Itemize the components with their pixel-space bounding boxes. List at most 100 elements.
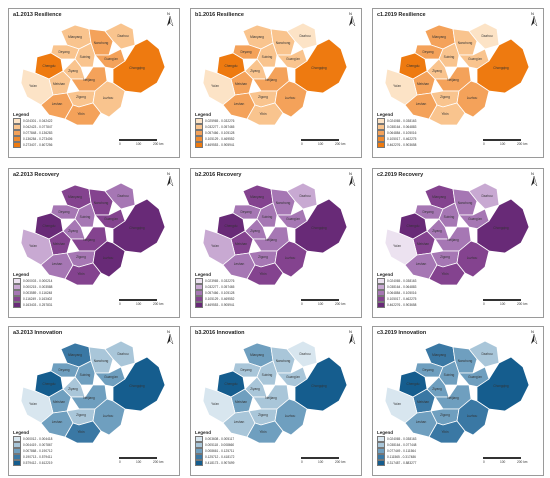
legend-label: 0.024301 - 0.042422 <box>23 119 53 123</box>
legend-label: 0.003589 - 0.116248 <box>23 291 53 295</box>
legend-swatch <box>13 296 21 302</box>
legend-label: 0.038164 - 0.064883 <box>387 125 417 129</box>
legend-swatch <box>195 136 203 142</box>
city-label: Meishan <box>235 242 247 246</box>
city-label: Chongqing <box>311 66 327 70</box>
scale-bar: 0 100 200 km <box>301 299 351 309</box>
legend-item: 0.190713 - 0.579411 <box>13 454 73 460</box>
scale-tick-label: 100 <box>136 460 142 464</box>
legend-label: 0.105129 - 0.469552 <box>205 137 235 141</box>
legend-item: 0.024065 - 0.038163 <box>377 278 437 284</box>
legend-item: 0.023965 - 0.032276 <box>195 278 255 284</box>
legend-swatch <box>13 442 21 448</box>
city-label: Nanchong <box>94 41 109 45</box>
city-label: Neijiang <box>265 396 277 400</box>
region-luzhou <box>456 398 490 436</box>
city-label: Ya'an <box>211 244 219 248</box>
city-label: Luzhou <box>285 414 296 418</box>
legend-title: Legend <box>13 112 30 117</box>
city-label: Ya'an <box>211 402 219 406</box>
city-label: Nanchong <box>458 41 473 45</box>
city-label: Chengdu <box>225 382 238 386</box>
legend-swatch <box>13 284 21 290</box>
city-label: Yibin <box>260 112 267 116</box>
city-label: Guang'an <box>104 217 118 221</box>
legend-item: 0.125712 - 0.418172 <box>195 454 255 460</box>
city-label: Suining <box>80 55 91 59</box>
city-label: Suining <box>80 215 91 219</box>
region-luzhou <box>274 398 308 436</box>
legend-item: 0.136284 - 0.273406 <box>13 136 73 142</box>
scale-bar: 0 100 200 km <box>483 299 533 309</box>
north-arrow-icon: N <box>166 11 174 26</box>
legend-item: 0.116249 - 0.163402 <box>13 296 73 302</box>
city-label: Luzhou <box>103 414 114 418</box>
legend-label: 0.317487 - 0.883277 <box>387 461 417 465</box>
city-label: Nanchong <box>276 201 291 205</box>
city-label: Meishan <box>417 242 429 246</box>
panel-title: c3.2019 Innovation <box>377 330 427 336</box>
north-label: N <box>531 11 534 16</box>
city-label: Mianyang <box>250 195 264 199</box>
scale-tick-label: 100 <box>500 460 506 464</box>
north-arrow-icon: N <box>530 329 538 344</box>
city-label: Mianyang <box>68 35 82 39</box>
city-label: Nanchong <box>94 359 109 363</box>
legend-label: 0.469553 - 0.905941 <box>205 303 235 307</box>
legend-item: 0.032277 - 0.057465 <box>195 124 255 130</box>
city-label: Neijiang <box>447 238 459 242</box>
city-label: Guang'an <box>286 375 300 379</box>
north-label: N <box>531 329 534 334</box>
legend-label: 0.105017 - 0.462275 <box>387 137 417 141</box>
region-ziyang <box>426 376 450 398</box>
legend-label: 0.077449 - 0.111564 <box>387 449 416 453</box>
legend-swatch <box>13 278 21 284</box>
scale-tick-label: 0 <box>119 142 121 146</box>
choropleth-map: Mianyang Deyang Nanchong Dazhou Suining Guang… <box>384 22 530 126</box>
choropleth-map: Mianyang Deyang Nanchong Dazhou Suining Guang… <box>384 182 530 286</box>
city-label: Yibin <box>260 272 267 276</box>
legend-swatch <box>195 130 203 136</box>
legend-item: 0.469553 - 0.905941 <box>195 302 255 308</box>
city-label: Dazhou <box>118 352 129 356</box>
region-yibin <box>246 262 284 286</box>
scale-bar: 0 100 200 km <box>301 457 351 467</box>
legend-label: 0.024065 - 0.038163 <box>387 119 417 123</box>
choropleth-map: Mianyang Deyang Nanchong Dazhou Suining Guang… <box>384 340 530 444</box>
city-label: Leshan <box>234 420 245 424</box>
panel-title: a1.2013 Resilience <box>13 12 62 18</box>
scale-bar: 0 100 200 km <box>119 299 169 309</box>
region-yibin <box>64 102 102 126</box>
city-label: Luzhou <box>467 96 478 100</box>
legend-label: 0.273407 - 0.607256 <box>23 143 53 147</box>
legend-swatch <box>195 448 203 454</box>
panel-title: b2.2016 Recovery <box>195 172 242 178</box>
scale-tick-label: 100 <box>500 302 506 306</box>
legend-swatch <box>13 302 21 308</box>
north-label: N <box>531 171 534 176</box>
panel-title: a2.2013 Recovery <box>13 172 60 178</box>
city-label: Chongqing <box>493 226 509 230</box>
city-label: Chengdu <box>407 382 420 386</box>
city-label: Chongqing <box>311 226 327 230</box>
scale-tick-label: 0 <box>119 302 121 306</box>
city-label: Leshan <box>234 102 245 106</box>
scale-tick-label: 100 <box>136 302 142 306</box>
city-label: Dazhou <box>482 194 493 198</box>
map-legend: Legend 0.024301 - 0.042422 0.042423 - 0.07… <box>13 112 73 148</box>
city-label: Guang'an <box>286 57 300 61</box>
map-legend: Legend 0.024065 - 0.038163 0.038164 - 0.06… <box>377 272 437 308</box>
legend-item: 0.105129 - 0.469552 <box>195 136 255 142</box>
city-label: Ya'an <box>211 84 219 88</box>
legend-swatch <box>377 448 385 454</box>
legend-label: 0.025965 - 0.032276 <box>205 119 235 123</box>
city-label: Dazhou <box>300 352 311 356</box>
legend-label: 0.163403 - 0.257831 <box>23 303 53 307</box>
map-legend: Legend 0.025965 - 0.032276 0.032277 - 0.05… <box>195 112 255 148</box>
region-ziyang <box>426 218 450 240</box>
legend-swatch <box>195 284 203 290</box>
legend-swatch <box>13 460 21 466</box>
north-label: N <box>349 329 352 334</box>
legend-label: 0.462276 - 0.903658 <box>387 143 417 147</box>
